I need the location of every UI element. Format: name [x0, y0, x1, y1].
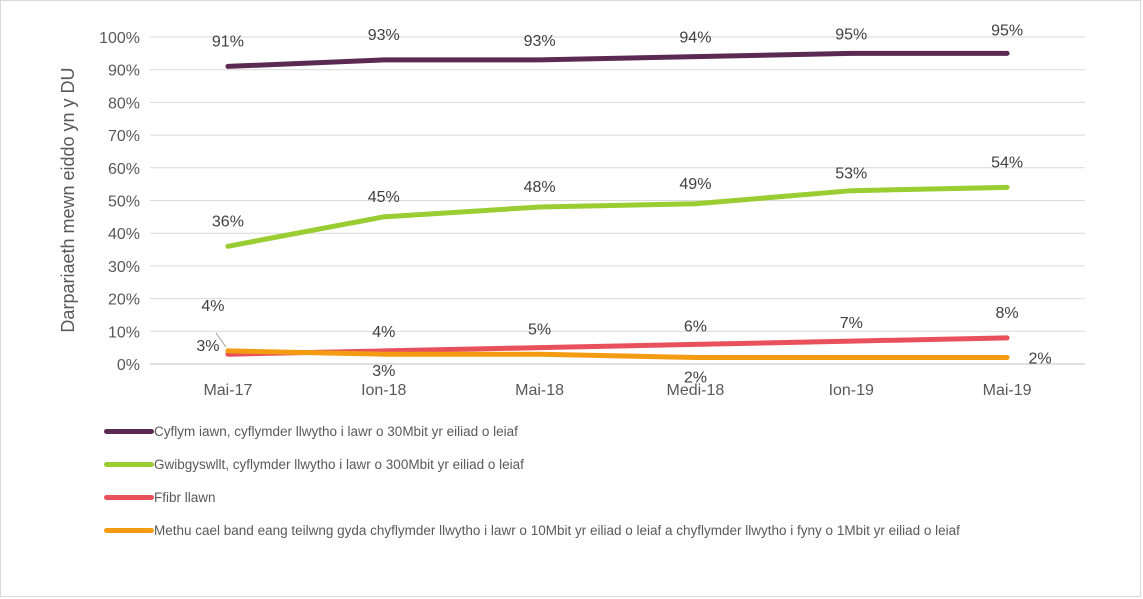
legend-swatch: [104, 429, 154, 434]
line-chart: 0% 10% 20% 30% 40% 50% 60% 70% 80% 90% 100% Mai-17…: [58, 22, 1085, 399]
data-label: 3%: [196, 338, 219, 355]
y-tick-label: 40%: [108, 226, 140, 243]
x-tick-label: Mai-19: [983, 382, 1032, 399]
data-label: 7%: [840, 315, 863, 332]
y-tick-label: 30%: [108, 259, 140, 276]
legend-swatch: [104, 462, 154, 467]
x-axis-ticks: Mai-17 Ion-18 Mai-18 Medi-18 Ion-19 Mai-19: [203, 382, 1031, 399]
data-label: 8%: [996, 305, 1019, 322]
y-axis-title: Darpariaeth mewn eiddo yn y DU: [58, 67, 78, 332]
y-tick-label: 90%: [108, 63, 140, 80]
label-leader-line: [215, 332, 227, 348]
y-tick-label: 0%: [117, 357, 140, 374]
legend-swatch: [104, 495, 154, 500]
legend: Cyflym iawn, cyflymder llwytho i lawr o …: [104, 422, 1114, 554]
y-tick-label: 80%: [108, 95, 140, 112]
data-label: 3%: [372, 363, 395, 380]
legend-label: Cyflym iawn, cyflymder llwytho i lawr o …: [154, 424, 518, 439]
data-label: 48%: [524, 179, 556, 196]
data-label: 4%: [201, 298, 224, 315]
series-line: [225, 50, 1010, 69]
data-label: 36%: [212, 213, 244, 230]
data-labels: 91% 93% 93% 94% 95% 95% 36% 45% 48% 49% 53% 54% 3% 4%…: [196, 22, 1051, 386]
data-label: 91%: [212, 33, 244, 50]
legend-item: Cyflym iawn, cyflymder llwytho i lawr o …: [104, 422, 1114, 441]
y-tick-label: 10%: [108, 324, 140, 341]
y-tick-label: 50%: [108, 194, 140, 211]
data-label: 49%: [679, 176, 711, 193]
y-tick-label: 20%: [108, 292, 140, 309]
legend-swatch: [104, 528, 154, 533]
y-tick-label: 60%: [108, 161, 140, 178]
legend-item: Gwibgyswllt, cyflymder llwytho i lawr o …: [104, 455, 1114, 474]
y-axis-ticks: 0% 10% 20% 30% 40% 50% 60% 70% 80% 90% 100%: [99, 30, 140, 374]
data-label: 45%: [368, 189, 400, 206]
x-tick-label: Ion-18: [361, 382, 406, 399]
data-label: 2%: [1029, 350, 1052, 367]
data-label: 93%: [368, 27, 400, 44]
legend-item: Methu cael band eang teilwng gyda chyfly…: [104, 521, 1114, 540]
data-label: 4%: [372, 324, 395, 341]
legend-label: Gwibgyswllt, cyflymder llwytho i lawr o …: [154, 457, 524, 472]
data-label: 95%: [835, 26, 867, 43]
y-tick-label: 70%: [108, 128, 140, 145]
gridlines: [150, 36, 1085, 365]
series-line: [225, 348, 1010, 360]
x-tick-label: Mai-18: [515, 382, 564, 399]
legend-label: Ffibr llawn: [154, 490, 216, 505]
data-label: 2%: [684, 369, 707, 386]
series-lines: [225, 50, 1010, 360]
x-tick-label: Medi-18: [667, 382, 725, 399]
data-label: 93%: [524, 33, 556, 50]
x-tick-label: Mai-17: [203, 382, 252, 399]
data-label: 5%: [528, 322, 551, 339]
data-label: 94%: [679, 30, 711, 47]
series-line: [225, 184, 1010, 249]
legend-item: Ffibr llawn: [104, 488, 1114, 507]
legend-label: Methu cael band eang teilwng gyda chyfly…: [154, 523, 960, 538]
data-label: 6%: [684, 318, 707, 335]
y-tick-label: 100%: [99, 30, 140, 47]
data-label: 53%: [835, 166, 867, 183]
x-tick-label: Ion-19: [829, 382, 874, 399]
data-label: 54%: [991, 154, 1023, 171]
data-label: 95%: [991, 22, 1023, 39]
